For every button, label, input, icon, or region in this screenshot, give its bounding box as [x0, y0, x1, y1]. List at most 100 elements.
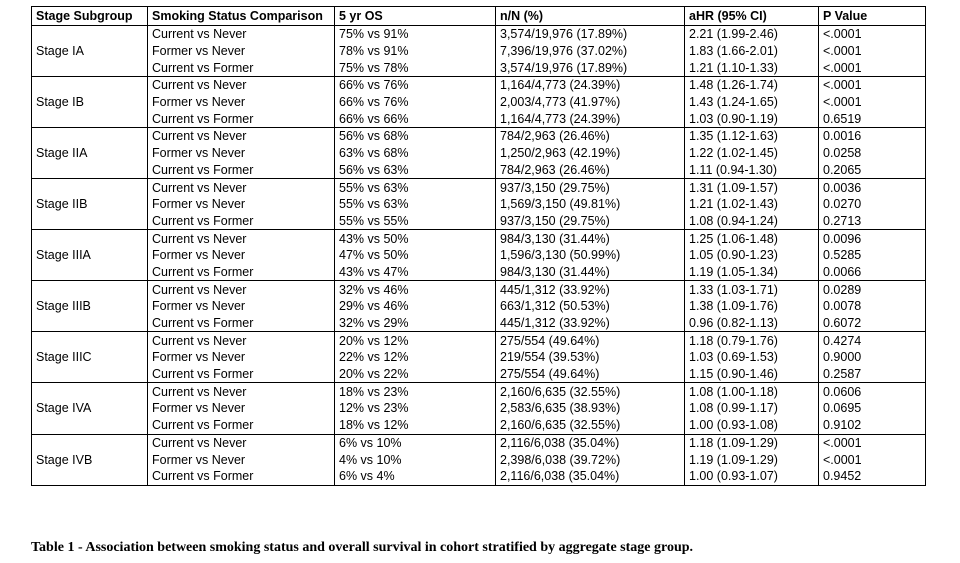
five-yr-os-cell: 43% vs 47% — [334, 263, 496, 282]
p-value-cell: 0.0289 — [818, 280, 926, 298]
n-over-n-cell: 1,164/4,773 (24.39%) — [495, 110, 685, 129]
ahr-cell: 1.18 (1.09-1.29) — [684, 433, 819, 452]
n-over-n-cell: 2,160/6,635 (32.55%) — [495, 416, 685, 435]
n-over-n-cell: 784/2,963 (26.46%) — [495, 127, 685, 145]
five-yr-os-cell: 55% vs 55% — [334, 212, 496, 231]
table-row: Former vs Never 63% vs 68% 1,250/2,963 (42… — [32, 144, 926, 162]
five-yr-os-cell: 22% vs 12% — [334, 349, 496, 366]
p-value-cell: 0.0270 — [818, 195, 926, 213]
comparison-cell: Current vs Never — [147, 331, 335, 350]
p-value-cell: 0.0606 — [818, 382, 926, 401]
n-over-n-cell: 2,160/6,635 (32.55%) — [495, 382, 685, 401]
comparison-cell: Former vs Never — [147, 42, 335, 60]
comparison-cell: Current vs Former — [147, 161, 335, 180]
n-over-n-cell: 1,250/2,963 (42.19%) — [495, 144, 685, 162]
ahr-cell: 1.00 (0.93-1.07) — [684, 467, 819, 486]
five-yr-os-cell: 63% vs 68% — [334, 144, 496, 162]
five-yr-os-cell: 56% vs 68% — [334, 127, 496, 145]
ahr-cell: 1.15 (0.90-1.46) — [684, 365, 819, 384]
comparison-cell: Current vs Former — [147, 212, 335, 231]
table-row: Current vs Former 18% vs 12% 2,160/6,635 (… — [32, 416, 926, 435]
p-value-cell: 0.9452 — [818, 467, 926, 486]
five-yr-os-cell: 66% vs 66% — [334, 110, 496, 129]
ahr-cell: 1.03 (0.90-1.19) — [684, 110, 819, 129]
five-yr-os-cell: 55% vs 63% — [334, 195, 496, 213]
stage-subgroup-cell: Stage IIB — [31, 178, 148, 231]
header-smoking-status-comparison: Smoking Status Comparison — [147, 6, 335, 26]
stage-subgroup-cell: Stage IIIA — [31, 229, 148, 282]
five-yr-os-cell: 75% vs 78% — [334, 59, 496, 78]
comparison-cell: Current vs Never — [147, 24, 335, 43]
header-p-value: P Value — [818, 6, 926, 26]
n-over-n-cell: 7,396/19,976 (37.02%) — [495, 42, 685, 60]
five-yr-os-cell: 32% vs 46% — [334, 280, 496, 298]
stage-subgroup-cell: Stage IIIC — [31, 331, 148, 384]
stage-subgroup-cell: Stage IB — [31, 76, 148, 129]
n-over-n-cell: 984/3,130 (31.44%) — [495, 263, 685, 282]
five-yr-os-cell: 6% vs 10% — [334, 433, 496, 452]
p-value-cell: 0.2713 — [818, 212, 926, 231]
n-over-n-cell: 784/2,963 (26.46%) — [495, 161, 685, 180]
table-body: Stage IA Current vs Never 75% vs 91% 3,574/… — [31, 24, 926, 486]
five-yr-os-cell: 66% vs 76% — [334, 76, 496, 94]
table-row: Current vs Former 32% vs 29% 445/1,312 (33… — [32, 314, 926, 333]
ahr-cell: 1.21 (1.10-1.33) — [684, 59, 819, 78]
p-value-cell: 0.4274 — [818, 331, 926, 350]
n-over-n-cell: 275/554 (49.64%) — [495, 331, 685, 350]
p-value-cell: 0.6519 — [818, 110, 926, 129]
comparison-cell: Current vs Never — [147, 433, 335, 452]
five-yr-os-cell: 55% vs 63% — [334, 178, 496, 196]
table-row: Former vs Never 78% vs 91% 7,396/19,976 (3… — [32, 42, 926, 60]
p-value-cell: 0.6072 — [818, 314, 926, 333]
n-over-n-cell: 1,596/3,130 (50.99%) — [495, 246, 685, 264]
ahr-cell: 1.22 (1.02-1.45) — [684, 144, 819, 162]
comparison-cell: Current vs Former — [147, 365, 335, 384]
comparison-cell: Former vs Never — [147, 93, 335, 111]
comparison-cell: Former vs Never — [147, 349, 335, 366]
table-row: Current vs Former 75% vs 78% 3,574/19,976 … — [32, 59, 926, 78]
comparison-cell: Current vs Never — [147, 229, 335, 247]
ahr-cell: 1.43 (1.24-1.65) — [684, 93, 819, 111]
p-value-cell: <.0001 — [818, 76, 926, 94]
p-value-cell: 0.0066 — [818, 263, 926, 282]
n-over-n-cell: 663/1,312 (50.53%) — [495, 298, 685, 315]
header-row: Stage Subgroup Smoking Status Comparison… — [31, 6, 926, 26]
comparison-cell: Former vs Never — [147, 144, 335, 162]
ahr-cell: 1.00 (0.93-1.08) — [684, 416, 819, 435]
comparison-cell: Former vs Never — [147, 451, 335, 468]
five-yr-os-cell: 18% vs 12% — [334, 416, 496, 435]
five-yr-os-cell: 78% vs 91% — [334, 42, 496, 60]
p-value-cell: 0.0036 — [818, 178, 926, 196]
p-value-cell: 0.0016 — [818, 127, 926, 145]
comparison-cell: Former vs Never — [147, 246, 335, 264]
comparison-cell: Current vs Former — [147, 467, 335, 486]
five-yr-os-cell: 6% vs 4% — [334, 467, 496, 486]
n-over-n-cell: 2,583/6,635 (38.93%) — [495, 400, 685, 417]
n-over-n-cell: 3,574/19,976 (17.89%) — [495, 24, 685, 43]
comparison-cell: Former vs Never — [147, 298, 335, 315]
ahr-cell: 1.48 (1.26-1.74) — [684, 76, 819, 94]
ahr-cell: 1.19 (1.09-1.29) — [684, 451, 819, 468]
table-row: Stage IIIB Current vs Never 32% vs 46% 445/… — [31, 280, 926, 333]
p-value-cell: 0.9102 — [818, 416, 926, 435]
table-row: Stage IA Current vs Never 75% vs 91% 3,574/… — [31, 24, 926, 78]
stage-subgroup-cell: Stage IVA — [31, 382, 148, 435]
comparison-cell: Current vs Never — [147, 76, 335, 94]
header-stage-subgroup: Stage Subgroup — [31, 6, 148, 26]
p-value-cell: <.0001 — [818, 451, 926, 468]
p-value-cell: 0.0695 — [818, 400, 926, 417]
ahr-cell: 1.08 (0.99-1.17) — [684, 400, 819, 417]
n-over-n-cell: 1,164/4,773 (24.39%) — [495, 76, 685, 94]
header-ahr: aHR (95% CI) — [684, 6, 819, 26]
table-row: Current vs Former 56% vs 63% 784/2,963 (26… — [32, 161, 926, 180]
five-yr-os-cell: 29% vs 46% — [334, 298, 496, 315]
comparison-cell: Current vs Never — [147, 382, 335, 401]
table-row: Former vs Never 22% vs 12% 219/554 (39.53%… — [32, 349, 926, 366]
table-row: Former vs Never 47% vs 50% 1,596/3,130 (50… — [32, 246, 926, 264]
ahr-cell: 1.11 (0.94-1.30) — [684, 161, 819, 180]
table-row: Stage IIIA Current vs Never 43% vs 50% 984/… — [31, 229, 926, 282]
ahr-cell: 1.03 (0.69-1.53) — [684, 349, 819, 366]
n-over-n-cell: 2,116/6,038 (35.04%) — [495, 433, 685, 452]
five-yr-os-cell: 20% vs 12% — [334, 331, 496, 350]
table-row: Stage IVB Current vs Never 6% vs 10% 2,116/… — [31, 433, 926, 486]
